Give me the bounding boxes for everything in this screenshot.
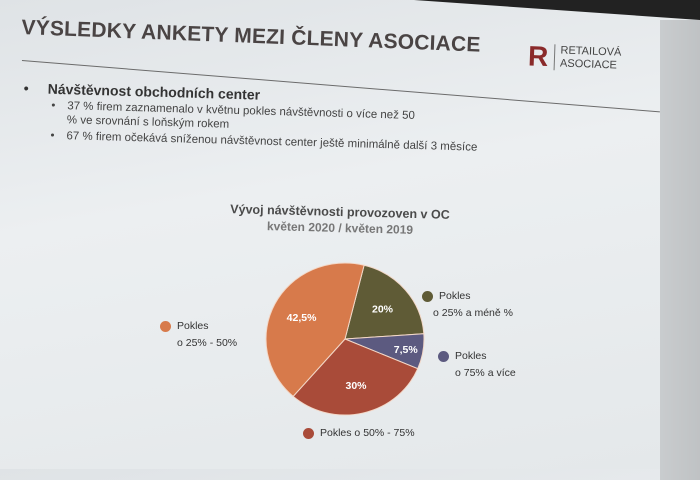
legend-swatch (422, 290, 433, 302)
pie-slice (344, 264, 425, 340)
legend-item-25-50: Pokles o 25% - 50% (160, 318, 237, 352)
legend-item-50-75: Pokles o 50% - 75% (303, 425, 415, 442)
pie-slice (265, 262, 365, 398)
pie-chart: 20% 7,5% 30% 42,5% (265, 262, 425, 416)
pie-slice (292, 338, 419, 416)
legend-swatch (160, 320, 171, 332)
legend-swatch (303, 427, 314, 439)
pie-data-label: 20% (372, 304, 394, 316)
pie-data-label: 42,5% (287, 312, 317, 324)
legend-item-25-less: Pokles o 25% a méně % (422, 288, 513, 322)
pie-data-label: 30% (346, 380, 368, 392)
screen-edge (660, 20, 700, 480)
legend-swatch (438, 350, 449, 362)
legend-item-75-more: Pokles o 75% a více (438, 348, 516, 382)
pie-data-label: 7,5% (394, 344, 419, 356)
